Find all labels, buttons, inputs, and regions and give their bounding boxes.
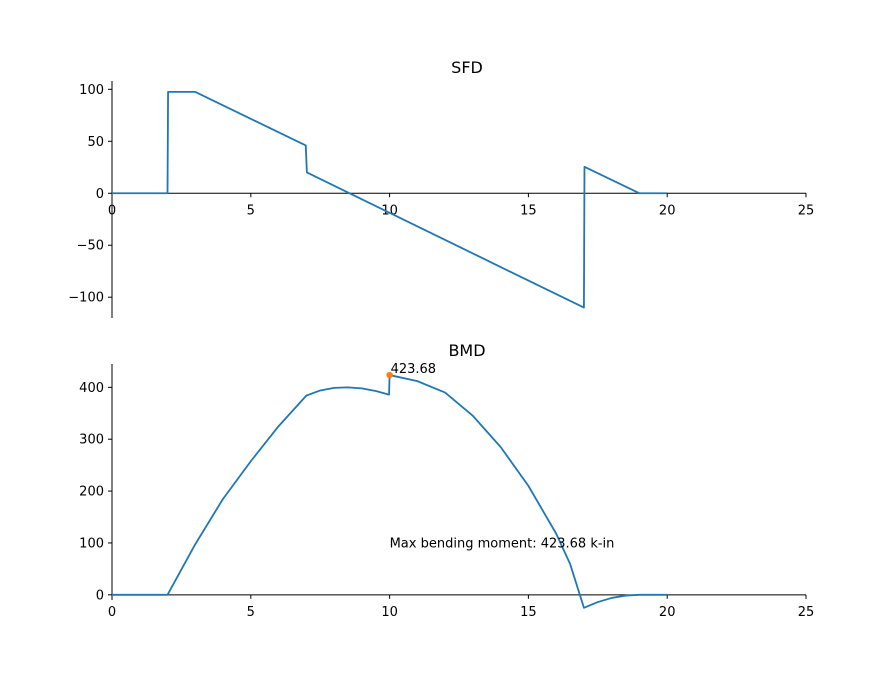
bmd-y-tick-label: 200 (79, 485, 104, 500)
bmd-title: BMD (448, 341, 485, 360)
bmd-y-tick-label: 300 (79, 433, 104, 448)
sfd-y-tick-label: 100 (79, 83, 104, 98)
sfd-x-tick-label: 0 (108, 203, 116, 218)
sfd-y-tick-label: −50 (77, 239, 104, 254)
bmd-panel: BMD 400 300 200 100 00 5 10 15 20 25 423.68 Max bend… (79, 341, 814, 620)
bmd-x-tick-label: 0 (108, 605, 116, 620)
bmd-y-tick-label: 400 (79, 381, 104, 396)
sfd-x-tick-label: 15 (520, 203, 537, 218)
sfd-title: SFD (451, 58, 483, 77)
bmd-y-tick-label: 0 (96, 588, 104, 603)
bmd-max-marker (386, 371, 393, 379)
sfd-y-tick-label: −100 (68, 291, 104, 306)
bmd-max-marker-label: 423.68 (391, 362, 437, 377)
sfd-x-tick-label: 20 (659, 203, 676, 218)
bmd-x-tick-label: 25 (798, 605, 815, 620)
bmd-x-tick-label: 10 (381, 605, 398, 620)
bmd-y-tick-label: 100 (79, 536, 104, 551)
bmd-x-tick-label: 15 (520, 605, 537, 620)
sfd-x-tick-label: 5 (247, 203, 255, 218)
bmd-x-tick-label: 5 (247, 605, 255, 620)
sfd-y-tick-label: 50 (87, 135, 104, 150)
bmd-x-tick-label: 20 (659, 605, 676, 620)
sfd-y-tick-label: 0 (96, 187, 104, 202)
sfd-x-tick-label: 25 (798, 203, 815, 218)
bmd-max-moment-annotation: Max bending moment: 423.68 k-in (390, 536, 615, 551)
sfd-series-line (112, 91, 668, 309)
